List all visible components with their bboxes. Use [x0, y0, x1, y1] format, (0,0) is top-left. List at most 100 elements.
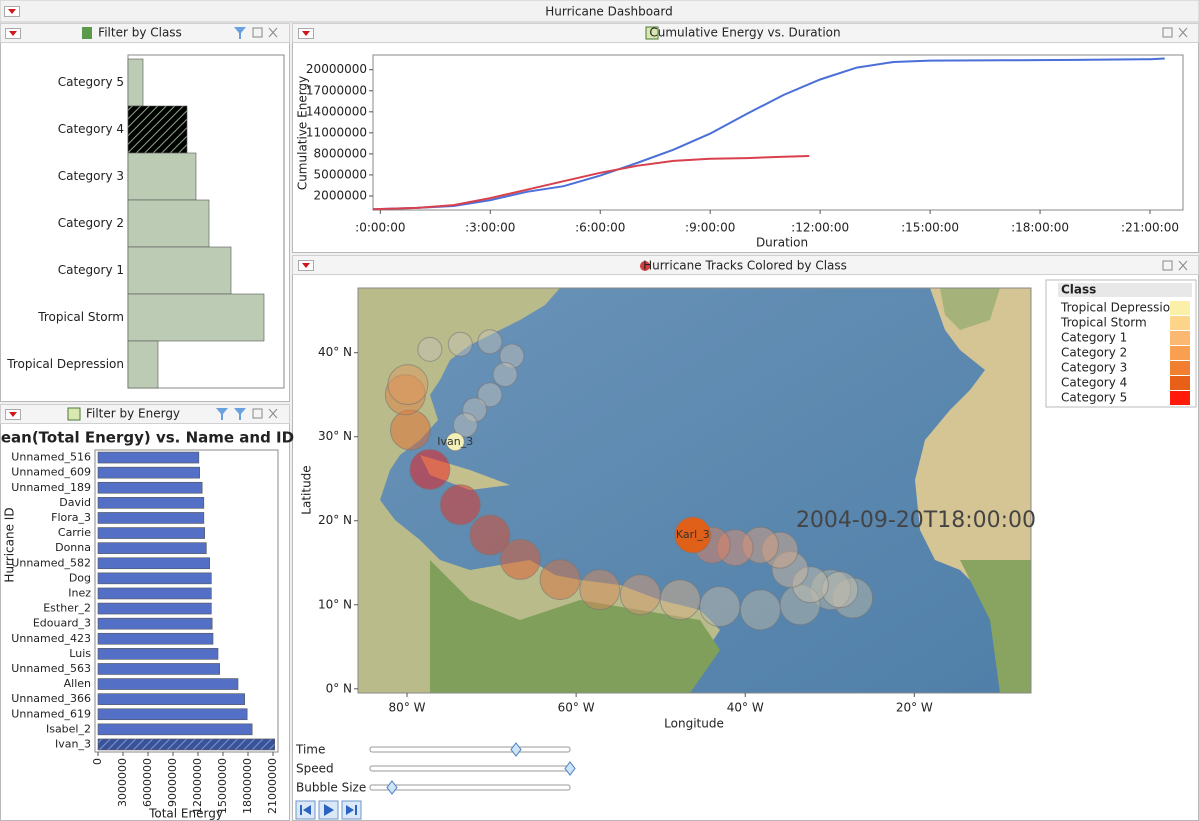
- y-tick-label: Tropical Depression: [6, 357, 124, 371]
- legend-title: Class: [1061, 283, 1096, 297]
- y-tick-label: 2000000: [314, 188, 367, 202]
- bar: [97, 617, 213, 630]
- x-tick-label: 12000000: [191, 758, 204, 814]
- close-button[interactable]: [1178, 27, 1188, 38]
- x-tick-label: 80° W: [389, 701, 426, 715]
- bar: [97, 587, 212, 600]
- close-button[interactable]: [268, 27, 278, 38]
- bubble: [659, 579, 701, 621]
- slider-thumb[interactable]: [510, 742, 522, 757]
- x-tick-label: :21:00:00: [1121, 221, 1179, 235]
- menu-button[interactable]: [4, 6, 20, 17]
- bar: [97, 572, 212, 585]
- x-tick-label: :9:00:00: [685, 221, 735, 235]
- map-background: [358, 288, 1031, 693]
- filter-icons: [67, 26, 659, 421]
- close-button[interactable]: [268, 408, 278, 419]
- y-tick-label: 20000000: [306, 62, 367, 76]
- bar: [97, 497, 205, 509]
- annotation: 2004-09-20T18:00:00: [796, 508, 1036, 533]
- y-axis-label: Cumulative Energy: [296, 76, 310, 190]
- maximize-button[interactable]: [1162, 260, 1173, 271]
- bubbles: Ivan_3 Karl_3: [384, 329, 874, 631]
- bar: [97, 481, 203, 494]
- x-tick-label: 20° W: [896, 701, 933, 715]
- bar: [97, 632, 214, 645]
- bubble: [417, 336, 443, 362]
- bubble: [739, 589, 781, 631]
- y-tick-label: Dog: [69, 571, 91, 584]
- bubble: [469, 514, 511, 556]
- y-tick-label: David: [59, 496, 91, 509]
- bar: [97, 557, 210, 570]
- legend-swatch: [1170, 316, 1190, 330]
- bubble: [452, 412, 478, 438]
- close-button[interactable]: [1178, 260, 1188, 271]
- panel-title: Filter by Energy: [86, 407, 180, 421]
- bubble: [445, 432, 465, 452]
- x-axis-label: Longitude: [664, 717, 724, 731]
- bubble: [579, 569, 621, 611]
- slider-track[interactable]: [369, 746, 571, 753]
- bar: [127, 246, 232, 295]
- y-tick-label: Edouard_3: [33, 617, 91, 630]
- maximize-button[interactable]: [252, 27, 263, 38]
- y-tick-label: Category 4: [58, 122, 124, 136]
- y-tick-label: 30° N: [318, 429, 352, 443]
- y-tick-label: Category 3: [58, 169, 124, 183]
- y-tick-label: Unnamed_189: [11, 481, 91, 494]
- maximize-button[interactable]: [252, 408, 263, 419]
- legend-label: Tropical Depression: [1060, 301, 1178, 315]
- bar: [127, 340, 159, 389]
- panel-icon: [640, 261, 650, 271]
- bubble: [499, 538, 541, 580]
- slider-thumb[interactable]: [386, 780, 398, 795]
- bubble: [462, 397, 488, 423]
- y-tick-label: Unnamed_516: [11, 451, 91, 464]
- y-axis-label: Latitude: [300, 465, 314, 514]
- menu-button[interactable]: [298, 260, 314, 271]
- bubble-label: Ivan_3: [437, 435, 473, 448]
- bar: [127, 58, 144, 107]
- y-tick-label: 20° N: [318, 513, 352, 527]
- window-title: Hurricane Dashboard: [545, 5, 672, 19]
- filter-icon[interactable]: [234, 27, 246, 39]
- menu-button[interactable]: [5, 28, 21, 39]
- bubble: [389, 409, 431, 451]
- y-tick-label: Category 2: [58, 216, 124, 230]
- bar: [97, 602, 212, 615]
- bar: [97, 723, 253, 736]
- x-axis-label: Duration: [756, 236, 808, 250]
- panel-title: Hurricane Tracks Colored by Class: [643, 259, 847, 273]
- maximize-button[interactable]: [1162, 27, 1173, 38]
- slider-track[interactable]: [369, 784, 571, 791]
- filter-icon[interactable]: [234, 408, 246, 420]
- x-tick-label: 60° W: [558, 701, 595, 715]
- y-tick-label: Flora_3: [51, 511, 91, 524]
- bar: [127, 152, 197, 201]
- slider-thumbs: [386, 742, 576, 795]
- legend-label: Category 4: [1061, 376, 1127, 390]
- x-tick-label: :6:00:00: [575, 221, 625, 235]
- slider-thumb[interactable]: [564, 761, 576, 776]
- x-tick-label: 9000000: [166, 758, 179, 807]
- legend-label: Category 3: [1061, 361, 1127, 375]
- menu-button[interactable]: [5, 409, 21, 420]
- bubble: [499, 343, 525, 369]
- x-tick-label: :3:00:00: [465, 221, 515, 235]
- y-tick-label: 5000000: [314, 167, 367, 181]
- y-tick-label: Unnamed_563: [11, 662, 91, 675]
- bubble: [492, 362, 518, 388]
- window-header: [0, 0, 1199, 23]
- panel-header: [0, 23, 290, 43]
- x-axis-label: Total Energy: [148, 807, 223, 821]
- y-tick-label: Allen: [64, 677, 91, 690]
- legend-label: Category 5: [1061, 391, 1127, 405]
- panel-icon: [67, 407, 81, 421]
- filter-icon[interactable]: [216, 408, 228, 420]
- y-tick-label: Category 1: [58, 263, 124, 277]
- menu-button[interactable]: [298, 28, 314, 39]
- slider-track[interactable]: [369, 765, 571, 772]
- x-tick-label: 15000000: [216, 758, 229, 814]
